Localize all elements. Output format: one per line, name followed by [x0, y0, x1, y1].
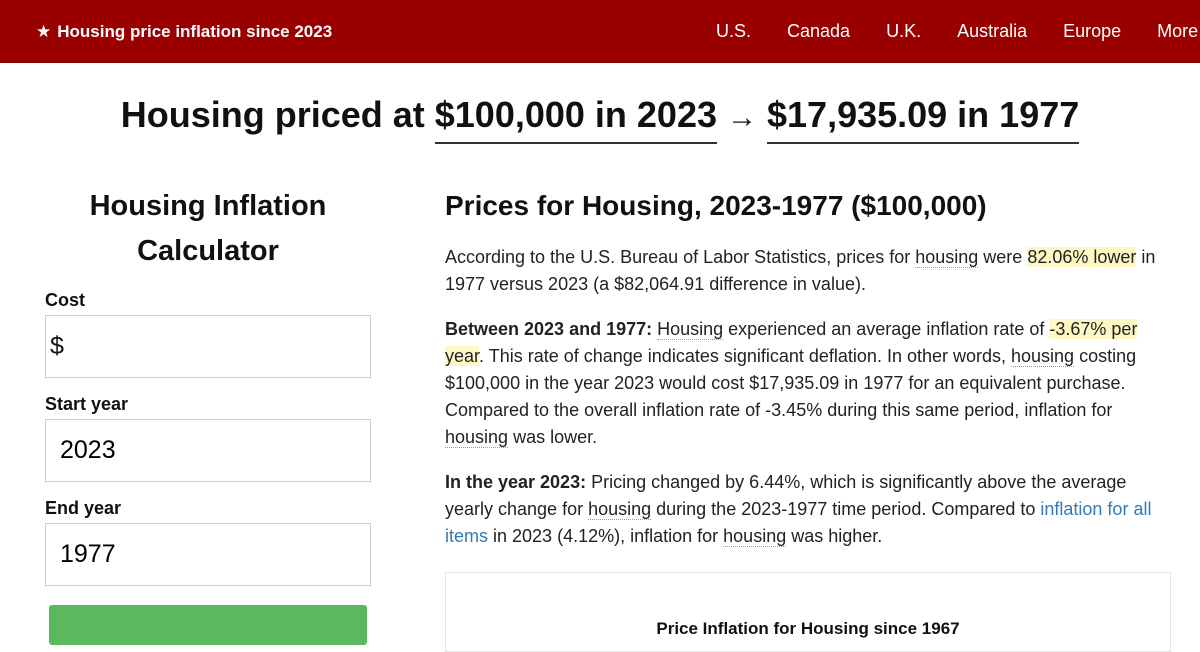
main-article: Prices for Housing, 2023-1977 ($100,000)… [445, 186, 1170, 568]
nav-link-us[interactable]: U.S. [716, 21, 752, 41]
cost-label: Cost [45, 290, 85, 310]
year-lead: In the year 2023: [445, 472, 587, 492]
start-year-input[interactable] [58, 435, 370, 466]
top-nav-bar: ★ Housing price inflation since 2023 U.S… [0, 0, 1200, 63]
end-year-input[interactable] [58, 539, 370, 570]
period-lead: Between 2023 and 1977: [445, 319, 653, 339]
headline-to-value[interactable]: $17,935.09 in 1977 [767, 94, 1080, 144]
p3-text-2: during the 2023-1977 time period. Compar… [651, 499, 1041, 519]
headline-from-value[interactable]: $100,000 in 2023 [434, 94, 717, 144]
dollar-sign: $ [50, 332, 64, 360]
region-nav: U.S. Canada U.K. Australia Europe More [700, 0, 1198, 63]
calculator-title: Housing Inflation Calculator [89, 190, 327, 267]
year-paragraph: In the year 2023: Pricing changed by 6.4… [445, 469, 1170, 550]
p2-text-4: was lower. [508, 427, 598, 447]
end-year-field [45, 523, 371, 586]
right-arrow-icon: → [727, 101, 757, 134]
period-paragraph: Between 2023 and 1977: Housing experienc… [445, 316, 1170, 451]
nav-link-uk[interactable]: U.K. [886, 21, 922, 41]
highlight-percent-lower: 82.06% lower [1027, 247, 1137, 267]
p1-text-2: were [978, 247, 1028, 267]
p1-text-1: According to the U.S. Bureau of Labor St… [445, 247, 916, 267]
nav-link-australia[interactable]: Australia [957, 21, 1028, 41]
nav-link-more[interactable]: More [1157, 21, 1199, 41]
brand-label: Housing price inflation since 2023 [57, 21, 333, 41]
end-year-label: End year [45, 498, 122, 518]
chart-container: Price Inflation for Housing since 1967 [445, 572, 1171, 652]
calculate-button[interactable] [49, 605, 367, 645]
term-housing[interactable]: housing [1011, 346, 1075, 367]
nav-link-canada[interactable]: Canada [787, 21, 851, 41]
cost-input[interactable] [69, 331, 370, 362]
term-housing[interactable]: housing [445, 427, 509, 448]
brand-link[interactable]: ★ Housing price inflation since 2023 [36, 0, 332, 63]
headline-prefix: Housing priced at [120, 94, 425, 135]
nav-link-europe[interactable]: Europe [1063, 21, 1122, 41]
term-housing[interactable]: housing [588, 499, 652, 520]
p2-text-1: experienced an average inflation rate of [723, 319, 1050, 339]
p3-text-3: in 2023 (4.12%), inflation for [488, 526, 724, 546]
inflation-calculator: Housing Inflation Calculator Cost $ Star… [45, 184, 371, 645]
p2-text-2: . This rate of change indicates signific… [479, 346, 1011, 366]
chart-title: Price Inflation for Housing since 1967 [656, 619, 960, 638]
summary-paragraph: According to the U.S. Bureau of Labor St… [445, 244, 1170, 298]
term-housing[interactable]: housing [915, 247, 979, 268]
cost-field: $ [45, 315, 371, 378]
term-housing[interactable]: Housing [657, 319, 724, 340]
p3-text-4: was higher. [786, 526, 883, 546]
all-items-inflation-link[interactable]: inflation for all items [445, 499, 1152, 546]
article-title: Prices for Housing, 2023-1977 ($100,000) [445, 190, 987, 221]
start-year-field [45, 419, 371, 482]
page-headline: Housing priced at $100,000 in 2023 → $17,9… [0, 94, 1200, 144]
star-icon: ★ [36, 21, 52, 41]
p3-text-1: Pricing changed by 6.44%, which is signi… [445, 472, 1127, 519]
term-housing[interactable]: housing [723, 526, 787, 547]
start-year-label: Start year [45, 394, 129, 414]
p2-text-3: costing $100,000 in the year 2023 would … [445, 346, 1137, 420]
p1-text-3: in 1977 versus 2023 (a $82,064.91 differ… [445, 247, 1156, 294]
